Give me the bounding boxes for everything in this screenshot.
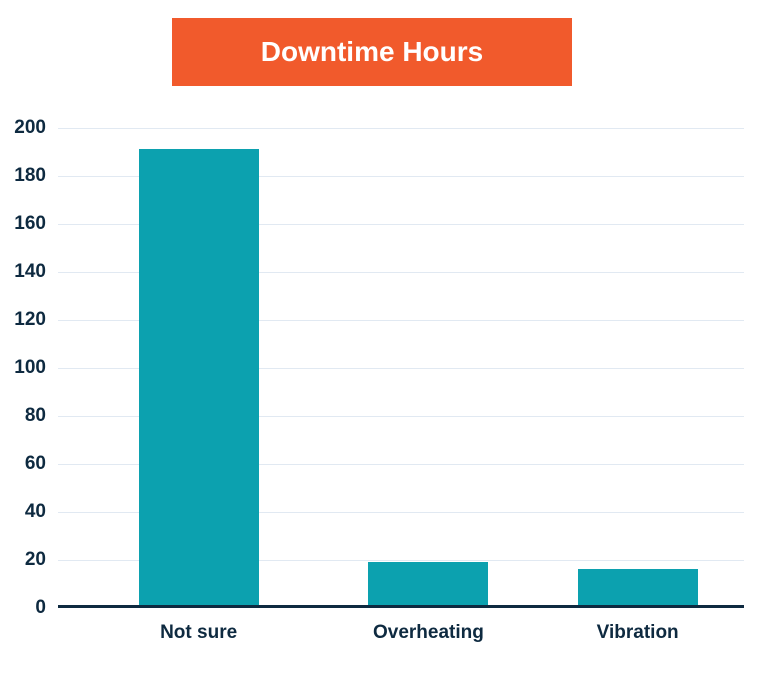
- x-tick-label: Overheating: [373, 622, 484, 644]
- x-tick-label: Not sure: [160, 622, 237, 644]
- gridline: [58, 128, 744, 129]
- chart-title-box: Downtime Hours: [172, 18, 572, 86]
- x-tick-label: Vibration: [597, 622, 679, 644]
- y-tick-label: 180: [14, 165, 46, 187]
- y-tick-label: 80: [25, 405, 46, 427]
- chart-title: Downtime Hours: [261, 36, 483, 68]
- bar: [578, 569, 698, 605]
- bar: [368, 562, 488, 605]
- y-tick-label: 120: [14, 309, 46, 331]
- y-tick-label: 100: [14, 357, 46, 379]
- y-tick-label: 200: [14, 117, 46, 139]
- chart-container: Downtime Hours 0204060801001201401601802…: [0, 0, 760, 674]
- bar: [139, 149, 259, 605]
- y-tick-label: 40: [25, 501, 46, 523]
- y-tick-label: 60: [25, 453, 46, 475]
- y-tick-label: 160: [14, 213, 46, 235]
- y-tick-label: 20: [25, 549, 46, 571]
- plot-area: 020406080100120140160180200Not sureOverh…: [58, 128, 744, 608]
- x-axis-line: [58, 605, 744, 608]
- y-tick-label: 0: [35, 597, 46, 619]
- y-tick-label: 140: [14, 261, 46, 283]
